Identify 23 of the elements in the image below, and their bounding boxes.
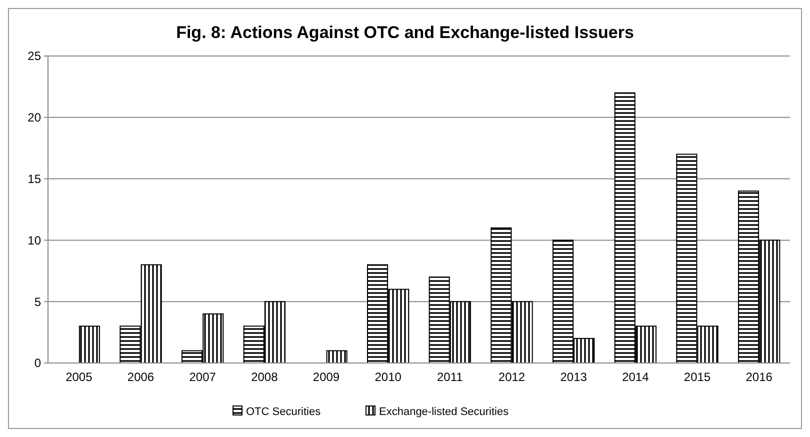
- y-tick-label: 10: [28, 233, 42, 248]
- x-tick-label: 2012: [498, 370, 526, 384]
- legend-label: OTC Securities: [246, 406, 322, 418]
- x-tick-label: 2016: [746, 370, 773, 384]
- x-tick-label: 2006: [127, 370, 154, 384]
- y-tick-label: 15: [28, 172, 42, 186]
- x-tick-label: 2011: [437, 370, 464, 384]
- x-tick-label: 2015: [684, 370, 711, 384]
- y-tick-label: 0: [34, 356, 42, 370]
- y-tick-label: 20: [28, 110, 42, 125]
- legend-label: Exchange-listed Securities: [379, 406, 510, 418]
- y-tick-label: 25: [28, 49, 42, 64]
- bar: [78, 326, 100, 364]
- x-tick-label: 2008: [251, 370, 278, 384]
- x-tick-label: 2010: [374, 370, 402, 384]
- x-tick-label: 2009: [312, 370, 340, 384]
- x-tick-label: 2014: [622, 370, 650, 384]
- x-tick-label: 2007: [189, 370, 216, 384]
- x-tick-label: 2013: [560, 370, 588, 384]
- y-tick-label: 5: [34, 294, 42, 309]
- x-tick-label: 2005: [66, 370, 93, 384]
- chart-title: Fig. 8: Actions Against OTC and Exchange-listed Issuers: [176, 23, 634, 42]
- bar: [326, 350, 348, 364]
